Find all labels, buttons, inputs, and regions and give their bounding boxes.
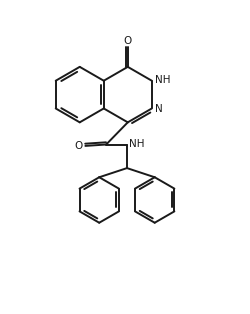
Text: NH: NH xyxy=(154,75,170,85)
Text: NH: NH xyxy=(129,139,144,149)
Text: O: O xyxy=(74,141,82,151)
Text: N: N xyxy=(154,104,162,114)
Text: O: O xyxy=(123,36,132,46)
